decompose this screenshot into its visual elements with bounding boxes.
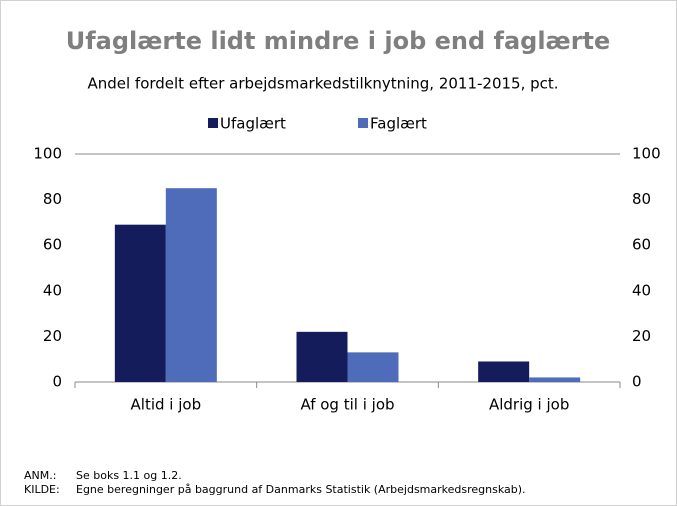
y-tick-label: 60 [43,236,62,254]
y-tick-label: 0 [52,373,62,391]
note-text: Se boks 1.1 og 1.2. [76,469,182,482]
y2-tick-label: 80 [632,190,651,208]
chart-title: Ufaglærte lidt mindre i job end faglærte [66,27,611,55]
legend-label: Faglært [370,115,427,133]
legend-swatch [208,118,218,128]
note-label: ANM.: [24,469,56,482]
y2-tick-label: 0 [632,373,642,391]
x-tick-label: Altid i job [131,396,202,414]
y2-tick-label: 100 [632,145,661,163]
y-tick-label: 20 [43,327,62,345]
note-label: KILDE: [24,483,60,496]
y-tick-label: 40 [43,281,62,299]
x-tick-label: Aldrig i job [489,396,569,414]
legend-label: Ufaglært [220,115,286,133]
y2-tick-label: 40 [632,281,651,299]
note-text: Egne beregninger på baggrund af Danmarks… [76,483,526,496]
y2-tick-label: 60 [632,236,651,254]
x-tick-label: Af og til i job [300,396,394,414]
bar [114,224,166,382]
bar [478,361,530,382]
chart-subtitle: Andel fordelt efter arbejdsmarkedstilkny… [87,75,558,93]
y-tick-label: 100 [33,145,62,163]
legend-swatch [358,118,368,128]
bar [347,352,399,382]
bar [165,188,217,382]
y2-tick-label: 20 [632,327,651,345]
y-tick-label: 80 [43,190,62,208]
bar [296,331,348,382]
bar [529,377,581,382]
